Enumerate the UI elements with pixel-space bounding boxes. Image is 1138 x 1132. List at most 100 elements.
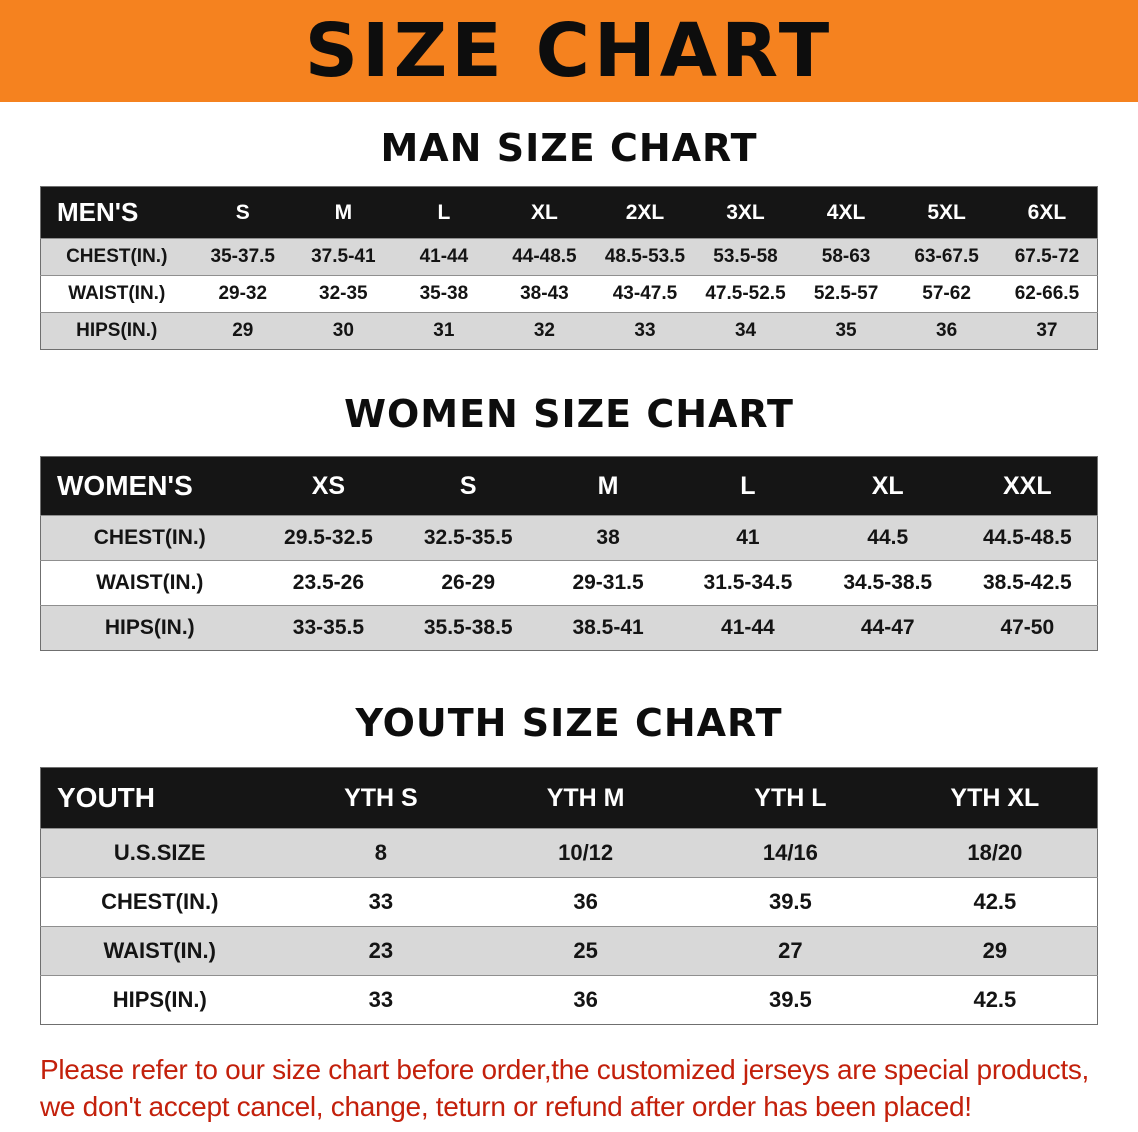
size-header-cell: YTH L xyxy=(688,767,893,829)
value-cell: 23.5-26 xyxy=(258,560,399,606)
value-cell: 39.5 xyxy=(688,877,893,927)
table-header-row: YOUTH YTH S YTH M YTH L YTH XL xyxy=(40,767,1098,829)
disclaimer-line-2: we don't accept cancel, change, teturn o… xyxy=(40,1091,972,1122)
value-cell: 53.5-58 xyxy=(695,238,796,276)
value-cell: 25 xyxy=(483,926,688,976)
size-header-cell: S xyxy=(398,456,539,516)
value-cell: 30 xyxy=(293,312,394,350)
value-cell: 27 xyxy=(688,926,893,976)
value-cell: 33 xyxy=(594,312,696,350)
value-cell: 63-67.5 xyxy=(896,238,997,276)
table-row: HIPS(IN.) 33-35.5 35.5-38.5 38.5-41 41-44 44-… xyxy=(40,605,1098,651)
size-header-cell: 5XL xyxy=(896,186,997,239)
value-cell: 36 xyxy=(483,975,688,1025)
value-cell: 29 xyxy=(192,312,294,350)
size-header-cell: L xyxy=(677,456,818,516)
table-row: CHEST(IN.) 35-37.5 37.5-41 41-44 44-48.5 48.5… xyxy=(40,238,1098,276)
size-header-cell: M xyxy=(293,186,394,239)
value-cell: 31.5-34.5 xyxy=(677,560,818,606)
value-cell: 31 xyxy=(393,312,495,350)
value-cell: 35-37.5 xyxy=(192,238,294,276)
disclaimer-line-1: Please refer to our size chart before or… xyxy=(40,1054,1090,1085)
size-header-cell: L xyxy=(393,186,495,239)
value-cell: 47.5-52.5 xyxy=(695,275,796,313)
size-header-cell: YTH S xyxy=(278,767,484,829)
value-cell: 42.5 xyxy=(892,877,1098,927)
women-section-heading: WOMEN SIZE CHART xyxy=(344,392,794,436)
value-cell: 38.5-41 xyxy=(538,605,678,651)
value-cell: 14/16 xyxy=(688,828,893,878)
value-cell: 33 xyxy=(278,975,484,1025)
row-label-cell: CHEST(IN.) xyxy=(40,515,259,561)
value-cell: 44.5 xyxy=(817,515,958,561)
disclaimer: Please refer to our size chart before or… xyxy=(40,1051,1100,1125)
table-row: CHEST(IN.) 33 36 39.5 42.5 xyxy=(40,877,1098,927)
row-label-cell: WAIST(IN.) xyxy=(40,275,193,313)
row-label-cell: U.S.SIZE xyxy=(40,828,279,878)
youth-size-table: YOUTH YTH S YTH M YTH L YTH XL U.S.SIZE 8 10/12… xyxy=(40,767,1098,1025)
value-cell: 29 xyxy=(892,926,1098,976)
table-title-cell: YOUTH xyxy=(40,767,279,829)
value-cell: 44-48.5 xyxy=(494,238,595,276)
value-cell: 33 xyxy=(278,877,484,927)
table-title-cell: MEN'S xyxy=(40,186,193,239)
size-header-cell: 2XL xyxy=(594,186,696,239)
value-cell: 38-43 xyxy=(494,275,595,313)
size-header-cell: M xyxy=(538,456,678,516)
value-cell: 41-44 xyxy=(677,605,818,651)
youth-section-heading: YOUTH SIZE CHART xyxy=(355,701,783,745)
table-row: HIPS(IN.) 33 36 39.5 42.5 xyxy=(40,975,1098,1025)
size-header-cell: S xyxy=(192,186,294,239)
table-title-cell: WOMEN'S xyxy=(40,456,259,516)
size-header-cell: 3XL xyxy=(695,186,796,239)
value-cell: 37.5-41 xyxy=(293,238,394,276)
row-label-cell: CHEST(IN.) xyxy=(40,877,279,927)
value-cell: 35.5-38.5 xyxy=(398,605,539,651)
value-cell: 41 xyxy=(677,515,818,561)
size-header-cell: XL xyxy=(494,186,595,239)
row-label-cell: HIPS(IN.) xyxy=(40,312,193,350)
men-section-heading: MAN SIZE CHART xyxy=(380,126,758,170)
value-cell: 43-47.5 xyxy=(594,275,696,313)
row-label-cell: WAIST(IN.) xyxy=(40,926,279,976)
value-cell: 57-62 xyxy=(896,275,997,313)
women-size-section: WOMEN SIZE CHART WOMEN'S XS S M L XL XXL CHEST(… xyxy=(0,392,1138,651)
value-cell: 38 xyxy=(538,515,678,561)
value-cell: 10/12 xyxy=(483,828,688,878)
size-header-cell: XL xyxy=(817,456,958,516)
value-cell: 33-35.5 xyxy=(258,605,399,651)
value-cell: 35 xyxy=(795,312,897,350)
page-title: SIZE CHART xyxy=(304,8,834,94)
table-row: U.S.SIZE 8 10/12 14/16 18/20 xyxy=(40,828,1098,878)
table-row: WAIST(IN.) 23.5-26 26-29 29-31.5 31.5-34.5 34… xyxy=(40,560,1098,606)
value-cell: 18/20 xyxy=(892,828,1098,878)
value-cell: 32.5-35.5 xyxy=(398,515,539,561)
size-header-cell: 6XL xyxy=(996,186,1098,239)
table-header-row: MEN'S S M L XL 2XL 3XL 4XL 5XL 6XL xyxy=(40,186,1098,239)
value-cell: 52.5-57 xyxy=(795,275,897,313)
value-cell: 29.5-32.5 xyxy=(258,515,399,561)
value-cell: 8 xyxy=(278,828,484,878)
men-size-section: MAN SIZE CHART MEN'S S M L XL 2XL 3XL 4XL 5XL 6XL… xyxy=(0,126,1138,350)
size-header-cell: XS xyxy=(258,456,399,516)
row-label-cell: HIPS(IN.) xyxy=(40,605,259,651)
size-header-cell: 4XL xyxy=(795,186,897,239)
row-label-cell: CHEST(IN.) xyxy=(40,238,193,276)
table-header-row: WOMEN'S XS S M L XL XXL xyxy=(40,456,1098,516)
value-cell: 32-35 xyxy=(293,275,394,313)
value-cell: 62-66.5 xyxy=(996,275,1098,313)
value-cell: 41-44 xyxy=(393,238,495,276)
value-cell: 32 xyxy=(494,312,595,350)
size-header-cell: YTH M xyxy=(483,767,688,829)
banner: SIZE CHART xyxy=(0,0,1138,102)
table-row: WAIST(IN.) 23 25 27 29 xyxy=(40,926,1098,976)
youth-size-section: YOUTH SIZE CHART YOUTH YTH S YTH M YTH L YTH… xyxy=(0,701,1138,1025)
value-cell: 44.5-48.5 xyxy=(957,515,1098,561)
value-cell: 35-38 xyxy=(393,275,495,313)
value-cell: 47-50 xyxy=(957,605,1098,651)
table-row: CHEST(IN.) 29.5-32.5 32.5-35.5 38 41 44.5 44.5… xyxy=(40,515,1098,561)
value-cell: 44-47 xyxy=(817,605,958,651)
value-cell: 23 xyxy=(278,926,484,976)
row-label-cell: WAIST(IN.) xyxy=(40,560,259,606)
